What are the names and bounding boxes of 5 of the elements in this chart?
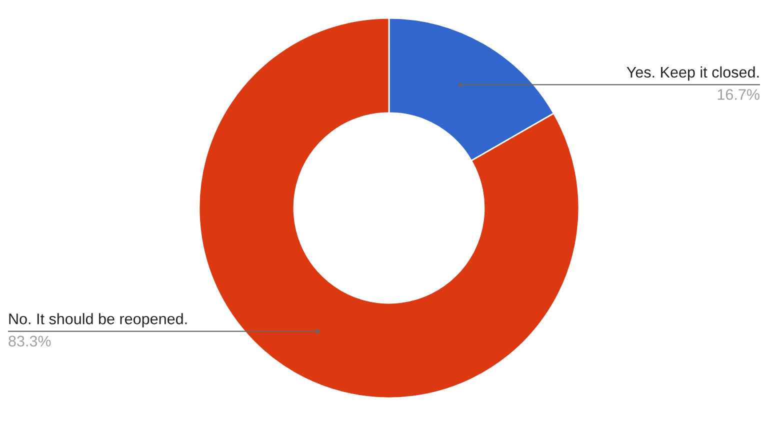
- slice-label: No. It should be reopened.: [9, 313, 187, 328]
- data-label: 16.7%: [718, 89, 760, 100]
- slice-label: Yes. Keep it closed.: [626, 66, 759, 81]
- donut-slice: [198, 17, 580, 399]
- data-label: 83.3%: [8, 336, 51, 347]
